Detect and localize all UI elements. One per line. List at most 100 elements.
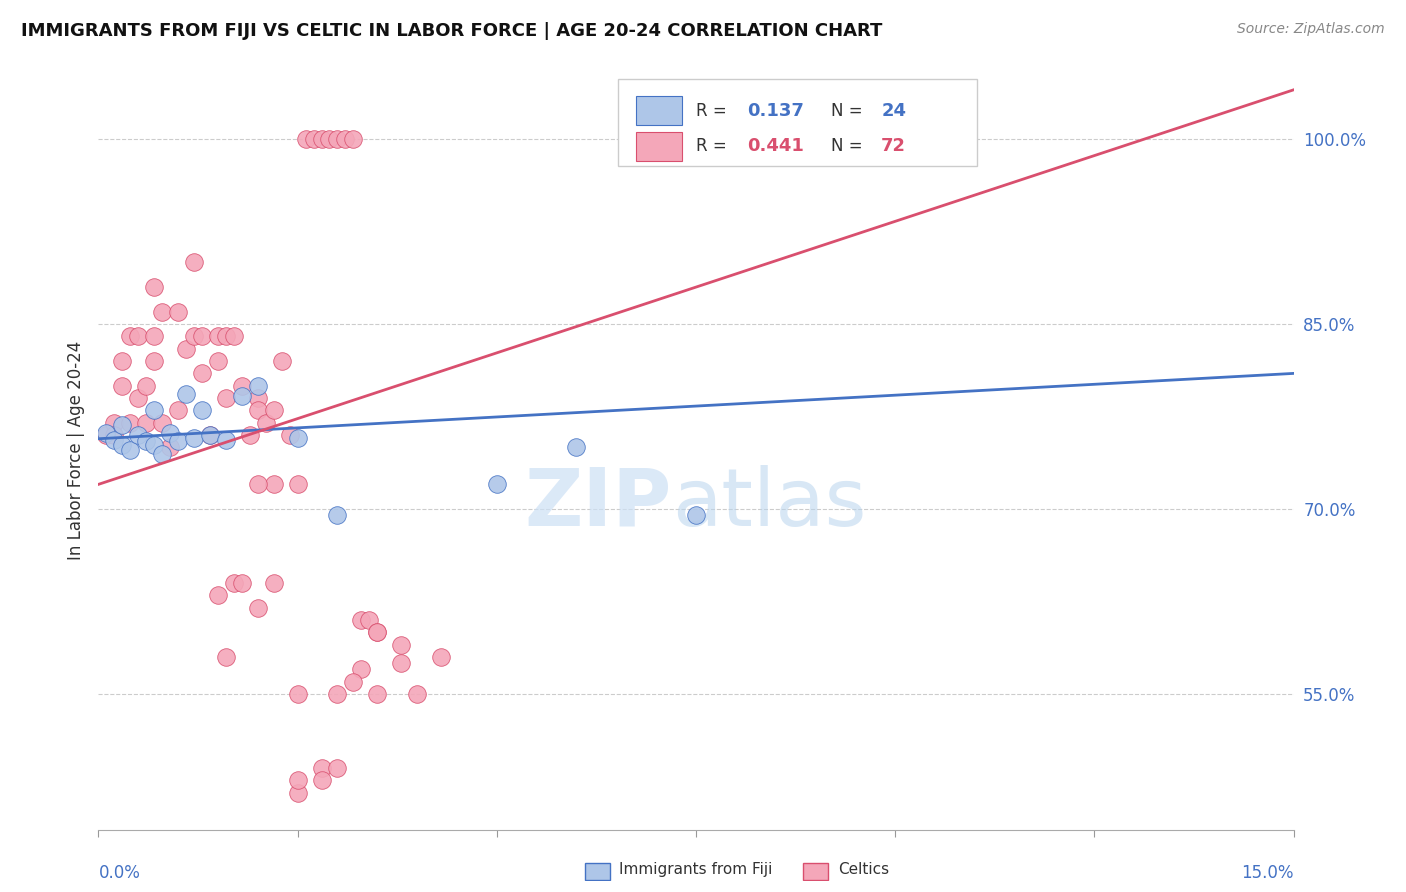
Point [326, 508, 349, 523]
Point [174, 387, 197, 401]
Point [183, 329, 205, 343]
Point [103, 416, 125, 430]
Point [406, 687, 429, 701]
Point [311, 773, 333, 788]
Point [287, 773, 309, 788]
Point [215, 650, 238, 665]
Point [430, 650, 453, 665]
Point [135, 416, 157, 430]
Point [366, 687, 388, 701]
Text: N =: N = [831, 137, 863, 155]
Point [183, 430, 205, 444]
Point [278, 428, 301, 442]
Point [389, 638, 412, 652]
Point [143, 354, 166, 368]
Text: 24: 24 [882, 102, 907, 120]
Point [263, 403, 285, 417]
Point [111, 418, 134, 433]
Point [246, 477, 269, 491]
Point [143, 329, 166, 343]
Point [231, 388, 253, 402]
Point [350, 662, 373, 676]
Point [222, 576, 245, 591]
Point [294, 132, 316, 146]
Point [287, 477, 309, 491]
Point [215, 433, 238, 447]
Point [191, 403, 214, 417]
Point [120, 442, 142, 457]
Text: R =: R = [696, 102, 727, 120]
Point [167, 403, 190, 417]
Point [246, 378, 269, 392]
Point [143, 403, 166, 417]
Point [159, 441, 181, 455]
Point [167, 434, 190, 449]
Point [111, 378, 134, 392]
Point [342, 674, 364, 689]
Point [127, 428, 149, 442]
Text: 0.441: 0.441 [748, 137, 804, 155]
Point [287, 430, 309, 444]
Point [335, 132, 357, 146]
Point [263, 576, 285, 591]
Point [270, 354, 292, 368]
Point [246, 391, 269, 405]
FancyBboxPatch shape [637, 132, 682, 161]
Point [198, 428, 221, 442]
Point [326, 132, 349, 146]
Text: N =: N = [831, 102, 863, 120]
FancyBboxPatch shape [619, 79, 977, 166]
Point [685, 508, 707, 523]
Point [143, 280, 166, 294]
Text: R =: R = [696, 137, 727, 155]
Point [143, 438, 166, 452]
Point [326, 687, 349, 701]
Point [150, 305, 173, 319]
Point [96, 425, 118, 440]
Point [565, 441, 588, 455]
Point [191, 367, 214, 381]
Point [167, 305, 190, 319]
Point [207, 588, 229, 602]
Text: 72: 72 [882, 137, 907, 155]
Point [254, 416, 277, 430]
Point [127, 329, 149, 343]
Point [485, 477, 508, 491]
Point [207, 329, 229, 343]
Point [326, 761, 349, 775]
Point [287, 687, 309, 701]
Point [239, 428, 262, 442]
Point [103, 433, 125, 447]
Text: atlas: atlas [672, 465, 866, 542]
Point [135, 434, 157, 449]
Text: 0.137: 0.137 [748, 102, 804, 120]
Point [287, 786, 309, 800]
Point [366, 625, 388, 640]
Point [120, 329, 142, 343]
Point [366, 625, 388, 640]
Point [342, 132, 364, 146]
Text: ZIP: ZIP [524, 465, 672, 542]
Point [246, 600, 269, 615]
Point [318, 132, 340, 146]
Point [222, 329, 245, 343]
Text: 15.0%: 15.0% [1241, 863, 1294, 881]
Point [96, 428, 118, 442]
Point [150, 446, 173, 460]
Point [246, 403, 269, 417]
Text: 0.0%: 0.0% [98, 863, 141, 881]
Point [389, 656, 412, 670]
Point [103, 428, 125, 442]
Point [359, 613, 381, 627]
Point [159, 425, 181, 440]
Point [311, 132, 333, 146]
Point [111, 438, 134, 452]
Point [311, 761, 333, 775]
Point [215, 329, 238, 343]
Point [174, 342, 197, 356]
Point [207, 354, 229, 368]
Point [183, 255, 205, 269]
Point [191, 329, 214, 343]
Point [231, 576, 253, 591]
Point [215, 391, 238, 405]
